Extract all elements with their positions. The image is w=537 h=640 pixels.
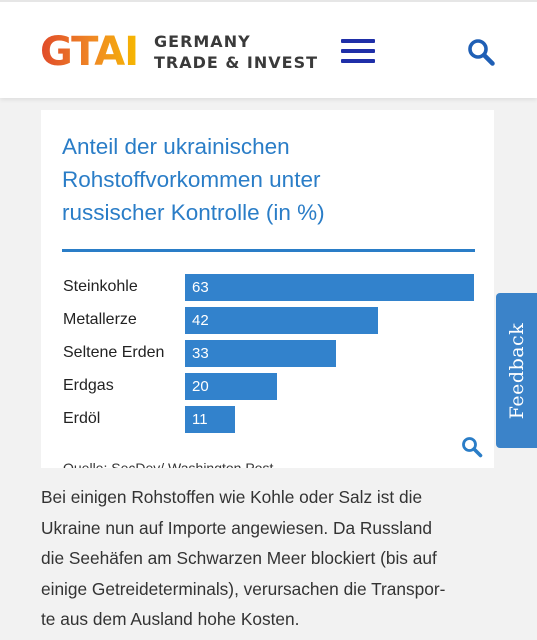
article-paragraph: Bei einigen Rohstoffen wie Kohle oder Sa…: [41, 482, 501, 635]
menu-bar: [341, 59, 375, 63]
logo-line-trade-invest: TRADE & INVEST: [154, 53, 319, 72]
chart-title: Anteil der ukrainischen Rohstoffvorkomme…: [62, 130, 482, 229]
bar-category-label: Seltene Erden: [63, 344, 165, 361]
menu-bar: [341, 39, 375, 43]
bar: [185, 406, 235, 433]
bar-category-label: Erdöl: [63, 410, 101, 427]
bar-value-label: 42: [192, 312, 209, 329]
bar-value-label: 63: [192, 279, 209, 296]
title-divider: [62, 249, 475, 252]
bar-value-label: 33: [192, 345, 209, 362]
paragraph-line: einige Getreideterminals), verursachen d…: [41, 578, 446, 599]
bar-category-label: Metallerze: [63, 311, 137, 328]
site-header: GTAI GERMANY TRADE & INVEST: [0, 0, 537, 98]
menu-bar: [341, 49, 375, 53]
bar: [185, 373, 277, 400]
chart-card: Anteil der ukrainischen Rohstoffvorkomme…: [41, 110, 494, 468]
hamburger-menu-icon[interactable]: [341, 39, 375, 65]
feedback-label: Feedback: [505, 322, 528, 419]
chart-title-line: russischer Kontrolle (in %): [62, 200, 325, 225]
bar-value-label: 11: [192, 411, 208, 428]
bar-value-label: 20: [192, 378, 209, 395]
magnifier-icon[interactable]: [461, 436, 483, 458]
chart-title-line: Anteil der ukrainischen: [62, 134, 290, 159]
paragraph-line: Bei einigen Rohstoffen wie Kohle oder Sa…: [41, 487, 423, 507]
chart-source: Quelle: SecDev/ Washington Post: [63, 460, 274, 468]
bar-category-label: Steinkohle: [63, 278, 138, 295]
bar: [185, 307, 378, 334]
search-icon[interactable]: [467, 38, 495, 66]
logo-line-germany: GERMANY: [154, 32, 251, 51]
paragraph-line: te aus dem Ausland hohe Kosten.: [41, 609, 300, 629]
paragraph-line: Ukraine nun auf Importe angewiesen. Da R…: [41, 517, 432, 538]
bar: [185, 340, 336, 367]
bar-category-label: Erdgas: [63, 377, 114, 394]
chart-title-line: Rohstoffvorkommen unter: [62, 167, 321, 192]
bar: [185, 274, 474, 301]
paragraph-line: die Seehäfen am Schwarzen Meer blockiert…: [41, 548, 437, 568]
feedback-button[interactable]: Feedback: [496, 293, 537, 448]
logo-wordmark: GTAI: [40, 29, 139, 75]
